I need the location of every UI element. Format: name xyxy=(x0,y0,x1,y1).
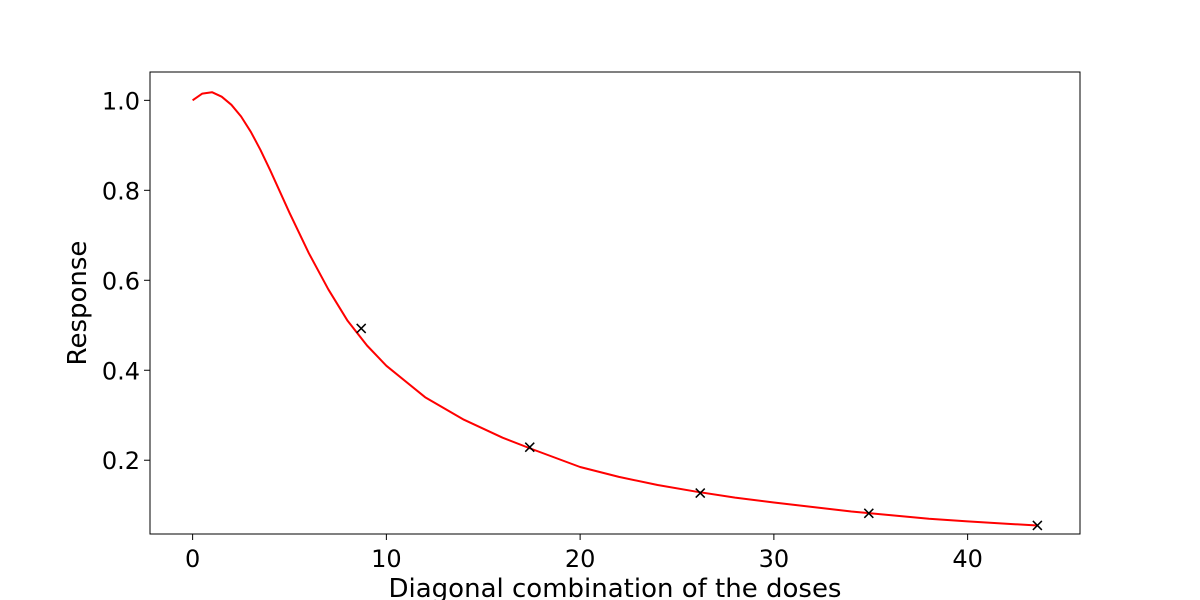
y-axis: 0.2 0.4 0.6 0.8 1.0 xyxy=(102,87,150,475)
marker-stroke xyxy=(1032,520,1043,531)
data-point-marker xyxy=(356,323,367,334)
marker-stroke xyxy=(863,508,874,519)
x-tick-label: 0 xyxy=(185,545,200,573)
y-tick-label: 1.0 xyxy=(102,87,140,115)
plot-area xyxy=(192,91,1043,531)
x-tick-label: 20 xyxy=(565,545,596,573)
x-axis: 0 10 20 30 40 xyxy=(185,534,983,573)
marker-stroke xyxy=(524,442,535,453)
data-point-marker xyxy=(524,442,535,453)
data-point-marker xyxy=(1032,520,1043,531)
x-axis-label: Diagonal combination of the doses xyxy=(389,574,842,600)
y-tick-label: 0.6 xyxy=(102,267,140,295)
marker-stroke xyxy=(695,488,706,499)
axes-frame xyxy=(149,71,1081,535)
y-tick-label: 0.4 xyxy=(102,357,140,385)
y-axis-label: Response xyxy=(63,241,93,366)
y-tick-label: 0.8 xyxy=(102,177,140,205)
y-tick-label: 0.2 xyxy=(102,447,140,475)
data-point-marker xyxy=(695,488,706,499)
x-tick-label: 10 xyxy=(371,545,402,573)
x-tick-label: 30 xyxy=(759,545,790,573)
marker-stroke xyxy=(356,323,367,334)
data-point-marker xyxy=(863,508,874,519)
fitted-curve-line xyxy=(192,91,1038,527)
x-tick-label: 40 xyxy=(952,545,983,573)
